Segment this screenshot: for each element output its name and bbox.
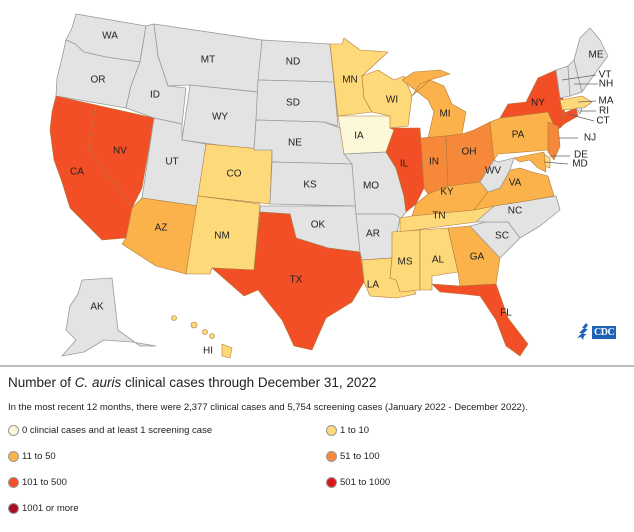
- svg-text:WI: WI: [386, 95, 398, 106]
- legend-item-101-500: 101 to 500: [8, 476, 326, 489]
- svg-text:MN: MN: [342, 75, 358, 86]
- legend: Number of C. auris clinical cases throug…: [8, 375, 628, 515]
- svg-text:TX: TX: [290, 275, 303, 286]
- svg-text:AK: AK: [90, 302, 104, 313]
- svg-text:NJ: NJ: [584, 133, 596, 144]
- state-labels: WA OR CA NV ID MT WY UT AZ CO NM ND SD N…: [70, 31, 604, 319]
- svg-text:MA: MA: [599, 96, 614, 107]
- legend-item-1-10: 1 to 10: [326, 424, 626, 437]
- svg-text:OH: OH: [462, 147, 477, 158]
- state-MN[interactable]: [329, 37, 389, 117]
- svg-text:SD: SD: [286, 98, 300, 109]
- cdc-logo-text: CDC: [592, 325, 617, 339]
- state-SD[interactable]: [255, 79, 339, 127]
- svg-text:NC: NC: [508, 206, 522, 217]
- legend-title: Number of C. auris clinical cases throug…: [8, 375, 377, 390]
- svg-text:WA: WA: [102, 31, 118, 42]
- state-AZ[interactable]: [121, 197, 199, 275]
- state-FL[interactable]: [431, 283, 529, 357]
- svg-text:MS: MS: [398, 257, 413, 268]
- state-AK[interactable]: [61, 277, 157, 357]
- state-HI[interactable]: [171, 315, 233, 359]
- svg-text:HI: HI: [203, 346, 213, 357]
- svg-text:WV: WV: [485, 166, 501, 177]
- svg-text:DE: DE: [574, 150, 588, 161]
- legend-item-1001-plus: 1001 or more: [8, 502, 326, 515]
- svg-text:AL: AL: [432, 255, 445, 266]
- svg-text:IL: IL: [400, 159, 409, 170]
- svg-text:PA: PA: [512, 130, 525, 141]
- hhs-eagle-icon: [577, 323, 588, 340]
- state-TX[interactable]: [211, 211, 365, 351]
- svg-text:KS: KS: [303, 180, 317, 191]
- legend-item-11-50: 11 to 50: [8, 450, 326, 463]
- svg-text:CA: CA: [70, 167, 84, 178]
- svg-text:FL: FL: [500, 308, 512, 319]
- legend-item-51-100: 51 to 100: [326, 450, 626, 463]
- svg-text:ID: ID: [150, 90, 160, 101]
- legend-item-501-1000: 501 to 1000: [326, 476, 626, 489]
- state-CT[interactable]: [561, 107, 579, 125]
- svg-text:TN: TN: [432, 211, 445, 222]
- state-NJ[interactable]: [547, 121, 561, 161]
- state-MI[interactable]: [401, 69, 467, 139]
- svg-text:NV: NV: [113, 146, 127, 157]
- legend-swatch-icon: [8, 477, 19, 488]
- legend-swatch-icon: [326, 425, 337, 436]
- svg-text:AR: AR: [366, 229, 380, 240]
- svg-text:CO: CO: [227, 169, 242, 180]
- legend-swatch-icon: [8, 451, 19, 462]
- svg-text:NH: NH: [599, 79, 613, 90]
- svg-text:VT: VT: [599, 70, 612, 81]
- svg-text:IA: IA: [354, 131, 364, 142]
- legend-swatch-icon: [326, 477, 337, 488]
- state-NV[interactable]: [87, 104, 155, 209]
- svg-text:MD: MD: [572, 159, 588, 170]
- svg-text:CT: CT: [596, 116, 609, 127]
- legend-swatch-icon: [326, 451, 337, 462]
- state-MD[interactable]: [513, 151, 547, 173]
- us-choropleth-map: WA OR CA NV ID MT WY UT AZ CO NM ND SD N…: [49, 13, 614, 359]
- svg-text:AZ: AZ: [155, 223, 168, 234]
- svg-text:LA: LA: [367, 280, 380, 291]
- state-MA[interactable]: [559, 95, 593, 111]
- legend-subtitle: In the most recent 12 months, there were…: [8, 402, 528, 413]
- state-IA[interactable]: [337, 115, 395, 155]
- svg-text:NE: NE: [288, 138, 302, 149]
- svg-text:RI: RI: [599, 106, 609, 117]
- legend-items: 0 clincial cases and at least 1 screenin…: [8, 424, 628, 515]
- legend-item-0-screening: 0 clincial cases and at least 1 screenin…: [8, 424, 326, 437]
- state-WV[interactable]: [479, 157, 515, 193]
- svg-text:UT: UT: [165, 157, 178, 168]
- svg-text:MI: MI: [439, 109, 450, 120]
- svg-text:OK: OK: [311, 220, 326, 231]
- legend-swatch-icon: [8, 503, 19, 514]
- svg-text:MO: MO: [363, 181, 379, 192]
- svg-text:OR: OR: [91, 75, 106, 86]
- svg-text:ND: ND: [286, 57, 300, 68]
- leader-lines: VT NH MA RI CT NJ DE MD AK HI: [90, 70, 614, 357]
- svg-text:IN: IN: [429, 157, 439, 168]
- svg-text:KY: KY: [440, 187, 454, 198]
- divider: [0, 365, 634, 367]
- cdc-logo: CDC: [574, 322, 617, 342]
- svg-text:ME: ME: [589, 50, 604, 61]
- svg-text:SC: SC: [495, 231, 509, 242]
- state-WI[interactable]: [361, 69, 413, 129]
- state-ME[interactable]: [573, 27, 609, 93]
- svg-text:VA: VA: [509, 178, 522, 189]
- svg-text:NM: NM: [214, 231, 230, 242]
- svg-text:MT: MT: [201, 55, 215, 66]
- svg-text:NY: NY: [531, 98, 545, 109]
- svg-text:WY: WY: [212, 112, 228, 123]
- legend-swatch-icon: [8, 425, 19, 436]
- svg-text:GA: GA: [470, 252, 485, 263]
